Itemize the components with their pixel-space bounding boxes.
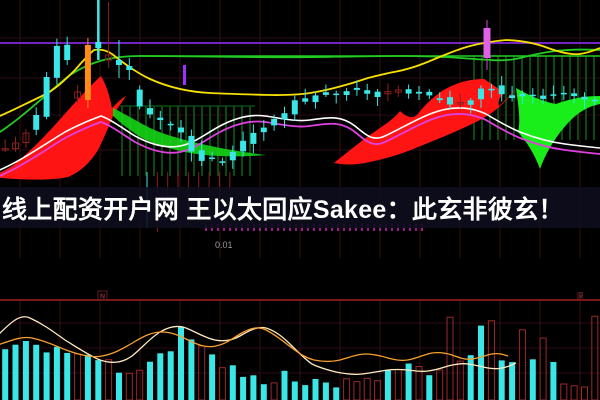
svg-text:N: N [100,294,105,301]
svg-text:0.01: 0.01 [215,240,233,250]
svg-text:深: 深 [577,291,584,300]
